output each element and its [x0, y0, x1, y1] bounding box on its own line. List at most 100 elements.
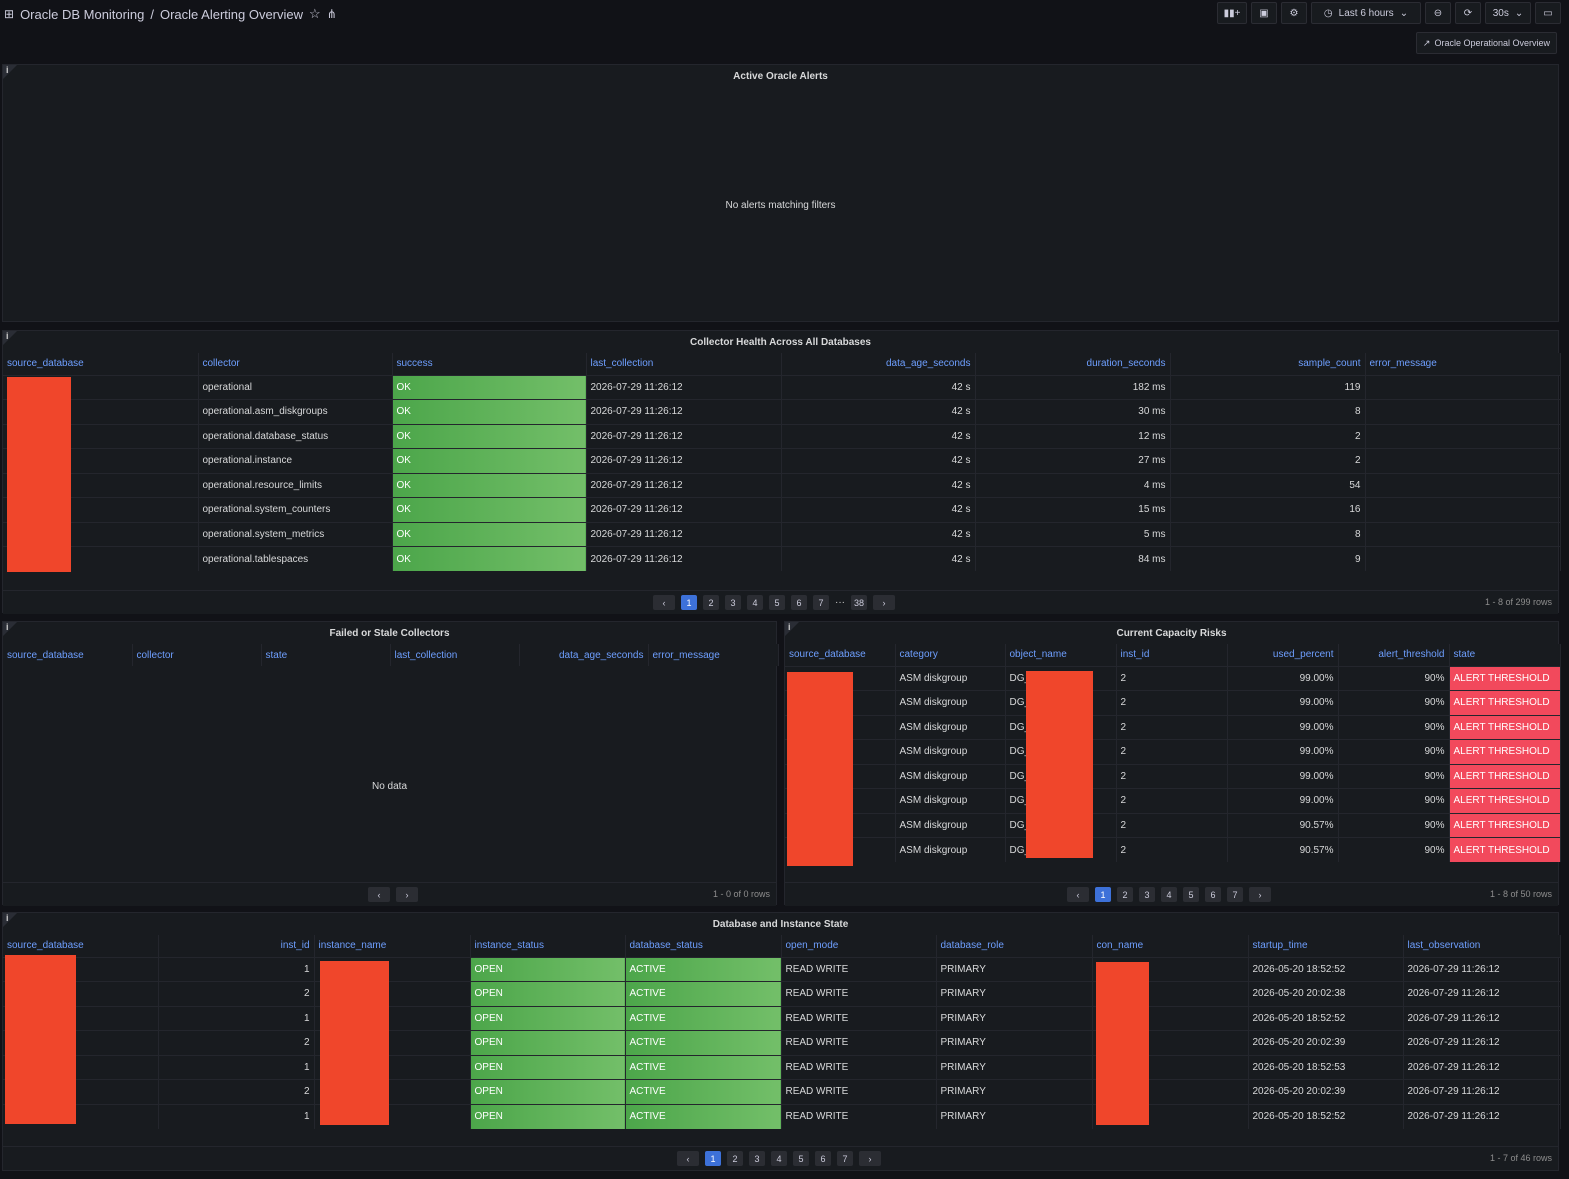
column-header-state[interactable]: state — [261, 644, 391, 666]
top-bar: ⊞ Oracle DB Monitoring / Oracle Alerting… — [0, 0, 1569, 28]
page-button[interactable]: 5 — [793, 1151, 809, 1166]
column-header-database-status[interactable]: database_status — [625, 935, 782, 957]
prev-page-button[interactable]: ‹ — [677, 1151, 699, 1166]
page-button[interactable]: 4 — [1161, 887, 1177, 902]
page-button[interactable]: 1 — [1095, 887, 1111, 902]
panel-info-corner[interactable]: i — [3, 331, 17, 345]
table-footer: ‹ 1 2 3 4 5 6 7 ··· 38 › 1 - 8 of 299 rows — [3, 590, 1558, 614]
column-header-error-message[interactable]: error_message — [648, 644, 779, 666]
save-button[interactable]: ▣ — [1251, 2, 1277, 24]
column-header-source-database[interactable]: source_database — [3, 644, 133, 666]
prev-page-button[interactable]: ‹ — [1067, 887, 1089, 902]
settings-button[interactable]: ⚙ — [1281, 2, 1307, 24]
column-header-last-collection[interactable]: last_collection — [390, 644, 520, 666]
next-page-button[interactable]: › — [859, 1151, 881, 1166]
table-row: 2 OPEN ACTIVE READ WRITE PRIMARY 2026-05-20 2… — [3, 981, 1561, 1006]
page-button[interactable]: 2 — [727, 1151, 743, 1166]
page-button[interactable]: 6 — [791, 595, 807, 610]
column-header-data-age-seconds[interactable]: data_age_seconds — [519, 644, 649, 666]
panel-info-corner[interactable]: i — [785, 622, 799, 636]
panel-info-corner[interactable]: i — [3, 913, 17, 927]
page-button[interactable]: 38 — [851, 595, 867, 610]
column-header-category[interactable]: category — [895, 644, 1006, 666]
table-row: 2 OPEN ACTIVE READ WRITE PRIMARY 2026-05-20 2… — [3, 1030, 1561, 1055]
column-header-instance-status[interactable]: instance_status — [470, 935, 626, 957]
refresh-interval-picker[interactable]: 30s ⌄ — [1485, 2, 1531, 24]
zoom-out-button[interactable]: ⊖ — [1425, 2, 1451, 24]
column-header-object-name[interactable]: object_name — [1005, 644, 1117, 666]
column-header-startup-time[interactable]: startup_time — [1248, 935, 1404, 957]
page-button[interactable]: 3 — [1139, 887, 1155, 902]
page-button[interactable]: 7 — [1227, 887, 1243, 902]
table-row: ASM diskgroup DG_ 2 99.00% 90% ALERT THRESHOL… — [785, 665, 1561, 691]
prev-page-button[interactable]: ‹ — [368, 887, 390, 902]
dashboards-grid-icon[interactable]: ⊞ — [4, 7, 15, 21]
cell-sample-count: 2 — [1170, 423, 1366, 449]
time-picker-button[interactable]: ◷ Last 6 hours ⌄ — [1311, 2, 1421, 24]
column-header-alert-threshold[interactable]: alert_threshold — [1338, 644, 1450, 666]
page-button[interactable]: 5 — [1183, 887, 1199, 902]
page-button[interactable]: 4 — [771, 1151, 787, 1166]
cell-startup-time: 2026-05-20 20:02:39 — [1248, 1079, 1404, 1104]
next-page-button[interactable]: › — [1249, 887, 1271, 902]
panel-info-corner[interactable]: i — [3, 65, 17, 79]
cell-duration-seconds: 5 ms — [975, 521, 1171, 547]
tv-mode-button[interactable]: ▭ — [1535, 2, 1561, 24]
refresh-button[interactable]: ⟳ — [1455, 2, 1481, 24]
column-header-error-message[interactable]: error_message — [1365, 353, 1561, 375]
cell-data-age-seconds: 42 s — [781, 399, 976, 424]
cell-database-role: PRIMARY — [936, 1103, 1093, 1129]
prev-page-button[interactable]: ‹ — [653, 595, 675, 610]
page-button[interactable]: 2 — [703, 595, 719, 610]
cell-startup-time: 2026-05-20 18:52:52 — [1248, 1103, 1404, 1129]
column-header-duration-seconds[interactable]: duration_seconds — [975, 353, 1171, 375]
column-header-success[interactable]: success — [392, 353, 587, 375]
page-button[interactable]: 4 — [747, 595, 763, 610]
share-icon[interactable]: ⋔ — [326, 7, 337, 21]
page-button[interactable]: 1 — [681, 595, 697, 610]
page-button[interactable]: 5 — [769, 595, 785, 610]
add-panel-button[interactable]: ▮▮+ — [1217, 2, 1247, 24]
breadcrumb-folder[interactable]: Oracle DB Monitoring — [20, 6, 145, 22]
column-header-sample-count[interactable]: sample_count — [1170, 353, 1366, 375]
cell-success: OK — [392, 521, 587, 547]
column-header-open-mode[interactable]: open_mode — [781, 935, 937, 957]
page-button[interactable]: 1 — [705, 1151, 721, 1166]
page-button[interactable]: 2 — [1117, 887, 1133, 902]
column-header-con-name[interactable]: con_name — [1092, 935, 1249, 957]
column-header-inst-id[interactable]: inst_id — [1116, 644, 1228, 666]
gear-icon: ⚙ — [1289, 7, 1299, 19]
cell-inst-id: 2 — [1116, 788, 1228, 813]
column-header-source-database[interactable]: source_database — [3, 353, 199, 375]
cell-error-message — [1365, 521, 1561, 547]
dashboard-link-button[interactable]: ↗ Oracle Operational Overview — [1415, 32, 1557, 54]
column-header-instance-name[interactable]: instance_name — [314, 935, 471, 957]
column-header-inst-id[interactable]: inst_id — [158, 935, 315, 957]
page-button[interactable]: 7 — [813, 595, 829, 610]
dashboard-title[interactable]: Oracle Alerting Overview — [159, 6, 304, 22]
column-header-collector[interactable]: collector — [132, 644, 262, 666]
info-icon: i — [788, 622, 791, 632]
page-button[interactable]: 3 — [725, 595, 741, 610]
column-header-collector[interactable]: collector — [198, 353, 393, 375]
page-button[interactable]: 6 — [815, 1151, 831, 1166]
page-button[interactable]: 6 — [1205, 887, 1221, 902]
column-header-last-collection[interactable]: last_collection — [586, 353, 782, 375]
star-icon[interactable]: ☆ — [309, 6, 321, 21]
cell-used-percent: 90.57% — [1227, 837, 1339, 862]
column-header-last-observation[interactable]: last_observation — [1403, 935, 1561, 957]
page-button[interactable]: 7 — [837, 1151, 853, 1166]
panel-info-corner[interactable]: i — [3, 622, 17, 636]
column-header-source-database[interactable]: source_database — [3, 935, 159, 957]
column-header-used-percent[interactable]: used_percent — [1227, 644, 1339, 666]
cell-success: OK — [392, 448, 587, 473]
cell-alert-threshold: 90% — [1338, 690, 1450, 715]
next-page-button[interactable]: › — [396, 887, 418, 902]
column-header-database-role[interactable]: database_role — [936, 935, 1093, 957]
page-button[interactable]: 3 — [749, 1151, 765, 1166]
next-page-button[interactable]: › — [873, 595, 895, 610]
column-header-state[interactable]: state — [1449, 644, 1561, 666]
column-header-data-age-seconds[interactable]: data_age_seconds — [781, 353, 976, 375]
cell-data-age-seconds: 42 s — [781, 497, 976, 522]
column-header-source-database[interactable]: source_database — [785, 644, 896, 666]
